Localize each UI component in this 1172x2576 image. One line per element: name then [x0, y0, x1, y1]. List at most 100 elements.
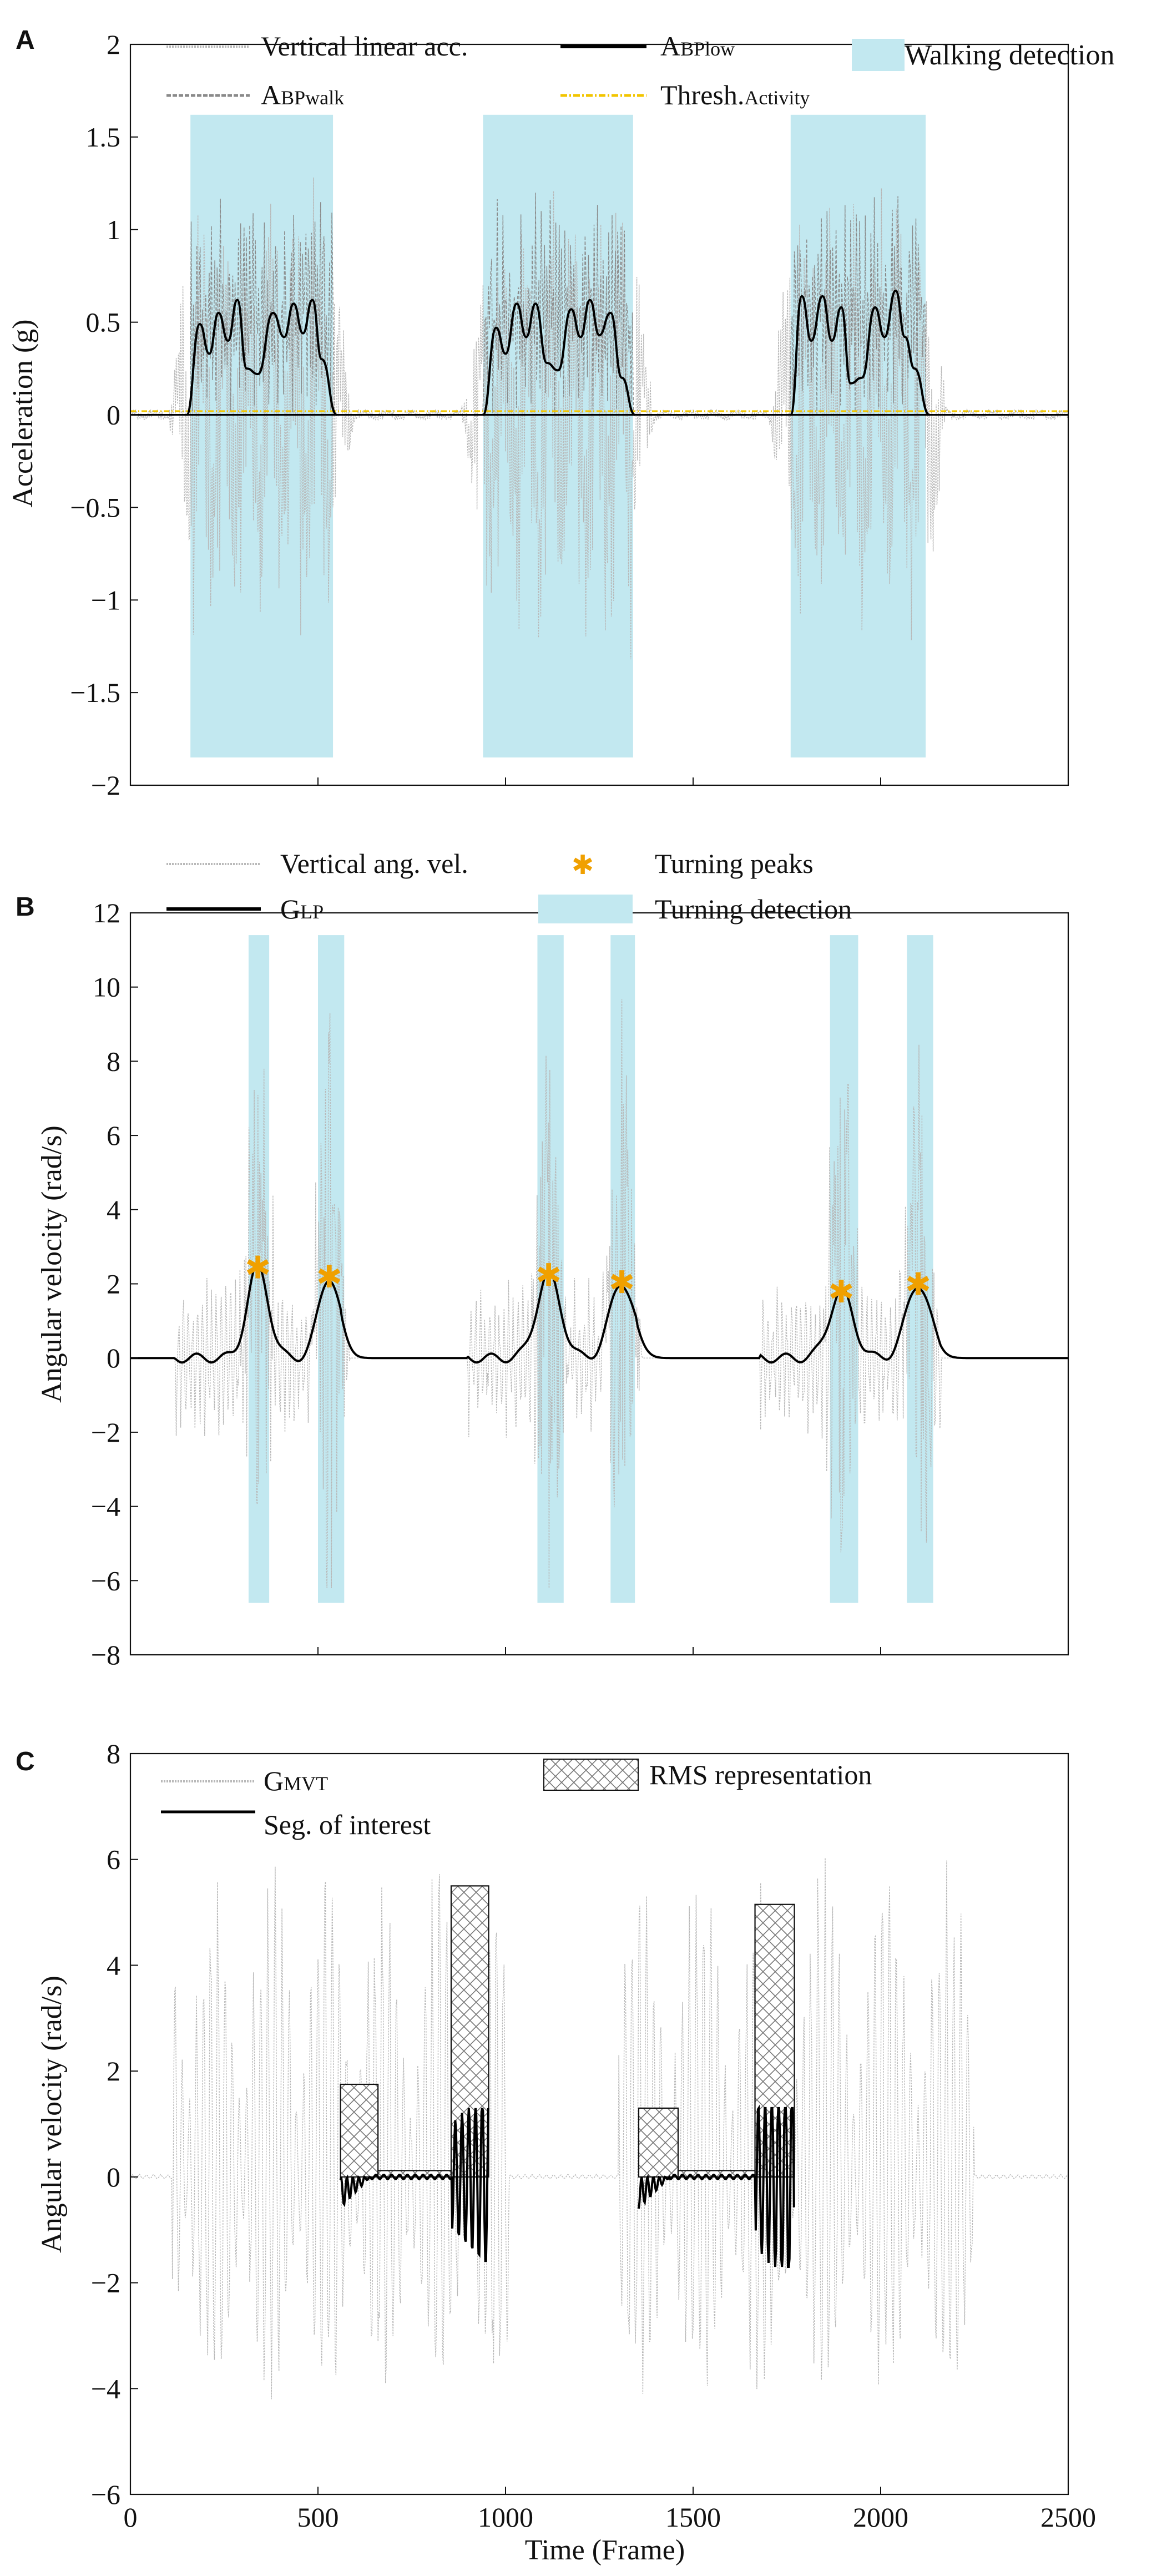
legend-turning-peaks-marker: ✱: [572, 850, 594, 881]
gmvt-trace: [130, 1857, 1069, 2400]
panel-c-ytick-label: 0: [107, 2161, 120, 2193]
turning-detection-patches: [248, 935, 933, 1603]
legend-rms-label: RMS representation: [649, 1759, 872, 1790]
panel-b-ytick-label: 12: [93, 897, 120, 928]
panel-a-ytick-label: 1: [107, 214, 120, 245]
panel-c-ylabel: Angular velocity (rad/s): [36, 1976, 68, 2253]
panel-c-ytick-label: −6: [91, 2479, 120, 2510]
turning-peaks: ✱ ✱ ✱ ✱ ✱ ✱: [245, 1250, 931, 1310]
panel-b-legend: Vertical ang. vel. ✱ Turning peaks GLP Turni…: [166, 848, 852, 925]
panel-c-ytick-label: −2: [91, 2267, 120, 2299]
panel-b-ytick-label: 4: [107, 1194, 120, 1225]
panel-b-ytick-label: −2: [91, 1417, 120, 1448]
panel-b-ytick-label: 2: [107, 1269, 120, 1300]
walking-detection-patch: [790, 114, 926, 757]
panel-a-axes: −2 −1.5 −1 −0.5 0 0.5 1 1.5 2: [70, 29, 1069, 801]
panel-c-axes: −6 −4 −2 0 2 4 6 8 0 500 1000 1500 2000 2500: [91, 1738, 1096, 2533]
panel-c-ytick-label: 2: [107, 2055, 120, 2087]
turning-peak-marker: ✱: [316, 1259, 342, 1295]
panel-b-letter: B: [16, 892, 35, 922]
vertical-linear-acc-trace: [130, 177, 1069, 660]
segment-of-interest-line: [638, 2104, 795, 2268]
panel-b-axes: −8 −6 −4 −2 0 2 4 6 8 10 12: [91, 897, 1069, 1670]
rms-bar: [638, 2107, 679, 2178]
panel-c-ytick-label: 8: [107, 1738, 120, 1769]
panel-c-xtick-label: 0: [124, 2502, 138, 2533]
turning-detection-patch: [610, 935, 635, 1603]
panel-c-xtick-label: 1500: [665, 2502, 721, 2533]
abpwalk-line: [130, 193, 1068, 416]
turning-peak-marker: ✱: [829, 1274, 855, 1310]
panel-b-ytick-label: 10: [93, 972, 120, 1003]
legend-vertical-linear-acc-label: Vertical linear acc.: [261, 31, 468, 62]
legend-turning-detection-swatch: [538, 895, 633, 923]
turning-peak-marker: ✱: [905, 1267, 931, 1303]
panel-a-ylabel: Acceleration (g): [7, 319, 39, 507]
panel-a-ytick-label: −2: [91, 770, 120, 801]
panel-b-ylabel: Angular velocity (rad/s): [36, 1125, 68, 1403]
segment-of-interest-line: [339, 2108, 489, 2262]
rms-bar: [754, 1903, 795, 2178]
rms-bar: [340, 2083, 379, 2178]
abplow-segment: [789, 289, 930, 416]
legend-rms-swatch: [543, 1759, 639, 1791]
panel-a: A −2 −1.5 −1 −0.5 0 0.5 1 1.5 2 Vertical linear …: [7, 26, 1114, 801]
panel-a-letter: A: [16, 26, 35, 55]
walking-detection-patch: [190, 114, 334, 757]
gmvt-line: [130, 1857, 1069, 2400]
legend-turning-peaks-label: Turning peaks: [655, 848, 814, 879]
legend-gmvt-label: GMVT: [264, 1765, 328, 1796]
legend-walking-detection-swatch: [852, 39, 905, 71]
abplow-segment: [185, 299, 337, 416]
panel-b-ytick-label: 8: [107, 1045, 120, 1077]
panel-c-ytick-label: 6: [107, 1844, 120, 1875]
panel-c-ytick-label: −4: [91, 2373, 120, 2404]
glp-line: [130, 1262, 1068, 1364]
panel-c-xlabel: Time (Frame): [525, 2534, 685, 2566]
panel-b-ytick-label: 6: [107, 1120, 120, 1151]
panel-a-legend: Vertical linear acc. ABPlow Walking detect…: [166, 31, 1114, 110]
segment-of-interest-trace: [339, 2104, 795, 2268]
panel-c-letter: C: [16, 1747, 35, 1776]
abpwalk-trace: [130, 193, 1068, 416]
panel-c-xtick-label: 500: [297, 2502, 339, 2533]
turning-detection-patch: [248, 935, 270, 1603]
panel-c-xtick-label: 2500: [1040, 2502, 1096, 2533]
panel-a-ytick-label: 1.5: [86, 122, 121, 153]
turning-peak-marker: ✱: [609, 1265, 635, 1301]
legend-walking-detection-label: Walking detection: [905, 39, 1114, 71]
panel-c-xtick-label: 1000: [478, 2502, 533, 2533]
panel-a-ytick-label: −0.5: [70, 492, 120, 523]
turning-peak-marker: ✱: [245, 1250, 271, 1286]
vertical-linear-acc-line: [130, 177, 1069, 660]
panel-c-ytick-label: 4: [107, 1949, 120, 1981]
panel-a-ytick-label: 2: [107, 29, 120, 60]
panel-b-ytick-label: −4: [91, 1491, 120, 1522]
panel-a-ytick-label: −1.5: [70, 677, 120, 708]
panel-c-frame: [129, 1752, 1069, 2496]
panel-a-ytick-label: 0: [107, 400, 120, 431]
glp-trace: [130, 1262, 1068, 1364]
turning-detection-patch: [907, 935, 933, 1603]
panel-a-ytick-label: 0.5: [86, 307, 121, 338]
panel-b: B ✱ ✱ ✱ ✱ ✱ ✱ −8 −6 −4 −2 0 2 4 6 8 10 12 Vertical ang.…: [16, 848, 1069, 1670]
panel-b-ytick-label: −8: [91, 1639, 120, 1670]
legend-abplow-label: ABPlow: [660, 31, 735, 62]
legend-threshold-label: Thresh.Activity: [660, 79, 810, 110]
legend-abpwalk-label: ABPwalk: [261, 79, 344, 110]
legend-vertical-ang-vel-label: Vertical ang. vel.: [280, 848, 468, 879]
panel-c-xtick-label: 2000: [853, 2502, 908, 2533]
panel-c-legend: GMVT RMS representation Seg. of interest: [161, 1759, 872, 1840]
abplow-segment: [482, 299, 636, 416]
turning-peak-marker: ✱: [536, 1257, 562, 1294]
abplow-trace: [130, 289, 1068, 416]
legend-glp-label: GLP: [280, 893, 324, 925]
legend-turning-detection-label: Turning detection: [655, 893, 852, 925]
panel-a-ytick-label: −1: [91, 584, 120, 615]
panel-b-ytick-label: 0: [107, 1342, 120, 1373]
walking-detection-patches: [190, 114, 926, 757]
panel-c: C −6 −4 −2 0 2 4 6 8 0 500 1000 1500 2000 2500 GMVT RM…: [16, 1738, 1096, 2566]
legend-seg-label: Seg. of interest: [264, 1809, 431, 1840]
panel-b-ytick-label: −6: [91, 1565, 120, 1596]
